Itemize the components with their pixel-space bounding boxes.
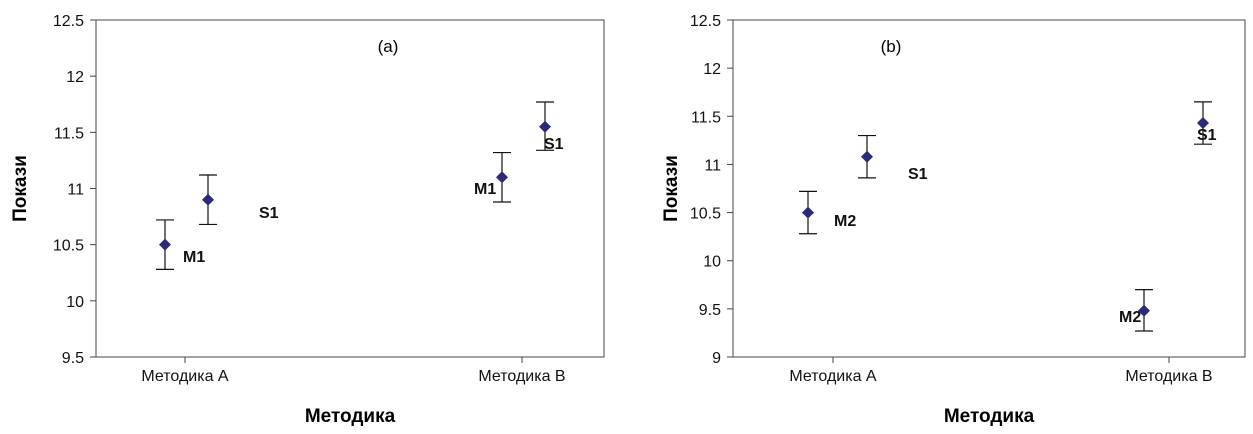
- y-tick-label: 12: [703, 61, 721, 78]
- data-point-marker: [1197, 117, 1209, 130]
- y-axis-title: Покази: [10, 155, 31, 222]
- data-point-label: S1: [1197, 127, 1217, 144]
- y-tick-label: 9.5: [62, 350, 84, 367]
- y-tick-label: 9: [712, 350, 721, 367]
- y-axis-title: Покази: [661, 155, 682, 222]
- y-tick-label: 12: [66, 69, 84, 86]
- data-point-marker: [159, 238, 171, 251]
- chart-panel-b: 9 9.5 10 10.5 11 11.5 12 12.5 Методика A Методика…: [661, 13, 1246, 427]
- x-tick-label: Методика B: [478, 368, 565, 385]
- data-point-marker: [861, 150, 873, 163]
- data-point-label: S1: [908, 166, 928, 183]
- x-tick-label: Методика A: [141, 368, 229, 385]
- data-point-label: M1: [474, 181, 496, 198]
- panel-label: (a): [378, 37, 399, 56]
- chart-panel-a: 9.5 10 10.5 11 11.5 12 12.5 Методика A Методика …: [10, 13, 605, 427]
- y-tick-label: 10: [66, 294, 84, 311]
- data-point-marker: [202, 193, 214, 206]
- y-tick-label: 9.5: [699, 302, 721, 319]
- y-tick-label: 12.5: [53, 13, 84, 30]
- x-tick-label: Методика B: [1125, 368, 1212, 385]
- data-point-label: M1: [183, 249, 205, 266]
- x-axis-title: Методика: [305, 406, 396, 427]
- data-point-marker: [1138, 304, 1150, 317]
- y-tick-label: 12.5: [690, 13, 721, 30]
- x-axis-title: Методика: [944, 406, 1035, 427]
- data-point-label: S1: [259, 205, 279, 222]
- plot-frame: [732, 19, 1246, 358]
- y-tick-label: 10.5: [690, 206, 721, 223]
- data-point-label: M2: [1119, 309, 1141, 326]
- y-tick-label: 10: [703, 254, 721, 271]
- data-point-marker: [496, 171, 508, 184]
- y-tick-label: 11.5: [54, 125, 84, 142]
- y-tick-label: 11.5: [691, 109, 721, 126]
- y-tick-label: 11: [67, 182, 84, 199]
- y-tick-label: 10.5: [53, 238, 84, 255]
- data-point-label: S1: [544, 136, 564, 153]
- plot-frame: [95, 19, 605, 358]
- x-tick-label: Методика A: [789, 368, 877, 385]
- y-tick-label: 11: [704, 157, 721, 174]
- data-point-marker: [539, 120, 551, 133]
- data-point-marker: [802, 206, 814, 219]
- panel-label: (b): [881, 37, 902, 56]
- data-point-label: M2: [834, 213, 856, 230]
